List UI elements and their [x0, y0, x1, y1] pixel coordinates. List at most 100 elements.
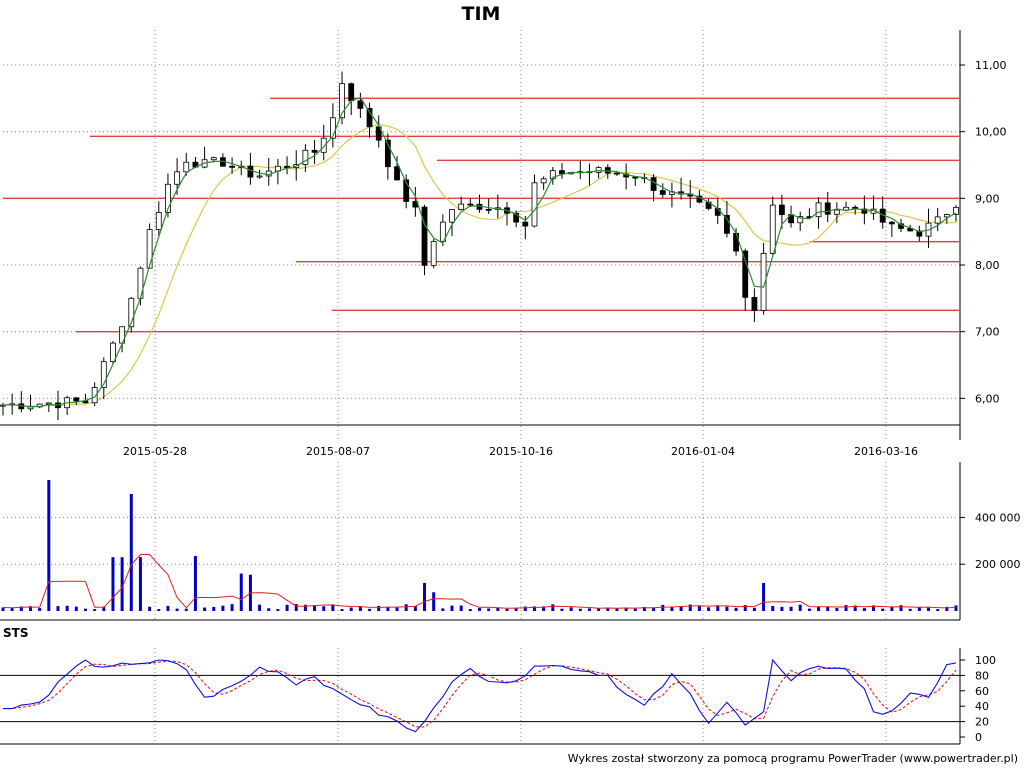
volume-bar [569, 607, 573, 611]
volume-bar [138, 557, 142, 611]
volume-average [2, 553, 957, 609]
volume-bar [881, 608, 885, 611]
candle-body [302, 149, 309, 165]
volume-bar [404, 604, 408, 611]
sts-y-tick-label: 0 [975, 731, 982, 744]
volume-bar [624, 607, 628, 611]
sts-slow-line [3, 660, 957, 728]
volume-bar [285, 604, 289, 611]
candle-body [339, 83, 345, 119]
volume-bar [587, 608, 591, 611]
candle-body [375, 126, 382, 141]
price-y-axis: 6,00 7,00 8,00 9,00 10,00 11,00 [960, 59, 1007, 405]
volume-bar [184, 608, 188, 611]
volume-bar [258, 604, 262, 611]
volume-bar [459, 605, 463, 611]
candle-body [110, 342, 116, 363]
volume-bar [313, 605, 317, 611]
volume-bar [47, 480, 51, 611]
volume-bar [10, 607, 14, 611]
volume-bar [93, 609, 97, 611]
chart-title: TIM [462, 3, 501, 25]
volume-bar [752, 607, 756, 611]
volume-bar [661, 604, 665, 611]
volume-bar [212, 606, 216, 611]
volume-bar [230, 604, 234, 611]
candle-body [907, 227, 914, 232]
candle-body [797, 216, 804, 224]
volume-bar [688, 604, 692, 611]
volume-bar [120, 557, 124, 611]
candle-body [311, 149, 318, 153]
volume-bar [523, 606, 527, 611]
volume-bar [349, 607, 353, 611]
volume-bar [670, 606, 674, 611]
candle-body [659, 190, 666, 195]
sts-y-tick-label: 100 [975, 654, 996, 667]
candle-body [513, 212, 520, 223]
moving-average-short-line [2, 96, 957, 408]
volume-bar [542, 606, 546, 611]
volume-bar [551, 604, 555, 611]
candle-body [943, 214, 950, 218]
volume-bar [368, 608, 372, 611]
volume-bar [578, 608, 582, 611]
volume-bar [835, 607, 839, 611]
volume-bar [826, 606, 830, 611]
volume-bar [56, 606, 60, 611]
volume-bar [936, 609, 940, 611]
volume-bar [798, 604, 802, 611]
date-x-tick-label: 2015-08-07 [306, 445, 370, 458]
volume-bar [413, 606, 417, 611]
date-x-tick-label: 2015-05-28 [123, 445, 187, 458]
footer-credit: Wykres został stworzony za pomocą progra… [568, 752, 1018, 765]
volume-bar [505, 608, 509, 611]
price-panel: TIM 6,00 7,00 8,00 9,00 10,00 11,00 2015-05-2… [0, 3, 1007, 458]
volume-bar [514, 607, 518, 611]
candle-body [733, 232, 739, 252]
volume-bar [74, 606, 78, 611]
candle-body [256, 175, 263, 178]
candle-body [614, 172, 620, 175]
volume-bar [395, 607, 399, 611]
volume-bar [129, 494, 133, 611]
candle-body [45, 402, 52, 405]
volume-bar [853, 605, 857, 611]
candle-body [549, 170, 556, 180]
volume-bar [239, 573, 243, 611]
price-candles [0, 71, 959, 421]
volume-bar [762, 582, 766, 611]
volume-bar [175, 608, 179, 611]
volume-bar [652, 607, 656, 611]
volume-bar [606, 607, 610, 611]
volume-bar [441, 608, 445, 611]
candle-body [888, 221, 895, 225]
candle-body [91, 387, 98, 404]
volume-bar [148, 606, 152, 611]
volume-bar [817, 606, 821, 611]
volume-bar [377, 605, 381, 611]
candle-body [467, 203, 474, 206]
candle-body [403, 179, 410, 202]
date-x-tick-label: 2016-01-04 [671, 445, 735, 458]
volume-gridlines [0, 462, 961, 621]
volume-bar [276, 609, 280, 611]
volume-average-line [2, 553, 957, 609]
volume-bar [954, 605, 958, 611]
volume-bar [862, 608, 866, 611]
moving-average-long [2, 123, 957, 407]
volume-bar [28, 606, 32, 611]
volume-bar [560, 608, 564, 611]
candle-body [522, 221, 529, 227]
candle-body [742, 250, 749, 298]
candle-body [384, 139, 391, 168]
candle-body [815, 202, 822, 218]
volume-bar [725, 606, 729, 611]
candle-body [650, 177, 657, 191]
volume-bar [917, 607, 921, 611]
candle-body [174, 171, 181, 185]
volume-bar [331, 604, 335, 611]
volume-bar [157, 609, 161, 611]
candle-body [714, 208, 721, 216]
